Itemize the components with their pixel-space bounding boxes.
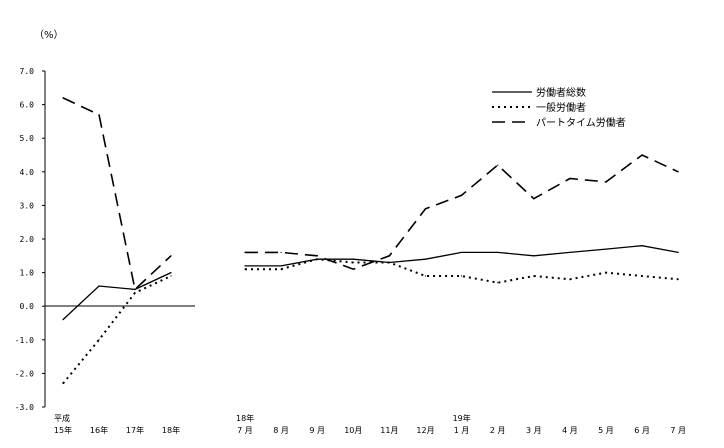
data-point-dashed [134, 288, 136, 290]
data-point-dotted [388, 261, 390, 264]
data-point-solid [605, 248, 607, 250]
x-category-label: 5 月 [598, 426, 614, 435]
data-point-dotted [170, 275, 172, 277]
y-tick-label: 7.0 [20, 67, 35, 76]
data-point-dashed [62, 97, 64, 99]
data-point-solid [280, 265, 282, 267]
data-point-dotted [605, 272, 607, 274]
x-category-label: 6 月 [634, 426, 650, 435]
y-tick-label: 5.0 [20, 134, 35, 143]
data-point-solid [569, 251, 571, 253]
data-point-dashed [170, 255, 172, 257]
x-category-label: 10月 [344, 426, 362, 435]
data-point-solid [170, 272, 172, 274]
x-category-label: 7 月 [670, 426, 686, 435]
data-point-dashed [605, 181, 607, 183]
data-point-dashed [641, 154, 643, 156]
x-category-label: 7 月 [237, 426, 253, 435]
data-point-dashed [316, 255, 318, 257]
series-line-dotted-annual [62, 275, 172, 385]
legend-label: 一般労働者 [536, 101, 586, 114]
y-tick-label: 1.0 [20, 269, 35, 278]
y-axis-unit-label: （%） [34, 29, 64, 41]
data-point-dotted [461, 275, 463, 277]
y-tick-label: 0.0 [20, 302, 35, 311]
x-category-label: 4 月 [562, 426, 578, 435]
x-category-label: 3 月 [526, 426, 542, 435]
data-point-dashed [461, 194, 463, 196]
x-category-label: 18年 [162, 425, 180, 435]
data-point-solid [461, 251, 463, 253]
data-point-dotted [497, 282, 499, 284]
y-tick-label: 2.0 [20, 235, 35, 244]
data-point-solid [352, 258, 354, 260]
data-point-solid [62, 319, 64, 321]
data-point-solid [497, 251, 499, 253]
x-category-label-top: 平成 [54, 413, 70, 423]
data-point-dotted [62, 382, 64, 385]
data-point-dashed [98, 114, 100, 116]
data-point-dashed [497, 164, 499, 166]
x-category-label: 2 月 [490, 426, 506, 435]
y-axis-ticks: 7.0 6.0 5.0 4.0 3.0 2.0 1.0 0.0 -1.0 -2.0 -3.0 [15, 67, 45, 412]
data-point-dashed [244, 251, 246, 253]
data-point-dotted [641, 275, 643, 277]
data-point-solid [424, 258, 427, 260]
x-category-label: 15年 [54, 425, 72, 435]
data-point-dashed [352, 268, 354, 270]
x-category-label: 17年 [126, 425, 144, 435]
x-category-label: 8 月 [273, 426, 289, 435]
data-point-dotted [98, 339, 100, 341]
data-point-solid [244, 265, 246, 267]
y-tick-label: -1.0 [15, 336, 34, 345]
data-point-solid [98, 285, 100, 287]
x-category-label: 9 月 [309, 426, 325, 435]
data-point-dotted [424, 275, 427, 277]
legend-label: 労働者総数 [536, 86, 586, 99]
x-category-label: 11月 [380, 426, 398, 435]
series-line-solid-annual [62, 272, 172, 321]
y-tick-label: 3.0 [20, 201, 35, 210]
data-point-dotted [316, 258, 318, 260]
data-point-solid [641, 245, 643, 247]
x-axis-categories: 平成 15年 16年 17年 18年 18年 7 月 8 月 9 月 10月 11月 12月 19年 1 … [54, 413, 686, 435]
data-point-dotted [134, 292, 136, 294]
x-category-label-top: 18年 [236, 413, 254, 423]
y-tick-label: -3.0 [15, 403, 34, 412]
series-line-dotted-monthly [245, 258, 679, 284]
series-line-dashed-annual [62, 97, 172, 291]
data-point-dotted [533, 275, 535, 277]
legend-label: パートタイム労働者 [536, 116, 626, 129]
x-category-label: 12月 [416, 426, 434, 435]
data-point-dashed [533, 198, 535, 200]
x-category-label-top: 19年 [453, 413, 471, 423]
series-layer [62, 97, 679, 385]
data-point-dotted [352, 261, 354, 264]
y-tick-label: -2.0 [15, 369, 34, 378]
data-point-dashed [569, 177, 571, 180]
data-point-dashed [677, 171, 679, 173]
data-point-dotted [244, 268, 246, 270]
data-point-dotted [677, 278, 679, 280]
data-point-solid [533, 255, 535, 257]
y-tick-label: 6.0 [20, 101, 35, 110]
data-point-dashed [280, 251, 282, 253]
data-point-solid [677, 251, 679, 253]
data-point-dotted [569, 278, 571, 280]
x-category-label: 16年 [90, 425, 108, 435]
y-tick-label: 4.0 [20, 168, 35, 177]
data-point-dotted [280, 268, 282, 270]
data-point-dashed [388, 255, 390, 257]
x-category-label: 1 月 [454, 426, 470, 435]
data-point-dashed [424, 208, 427, 210]
